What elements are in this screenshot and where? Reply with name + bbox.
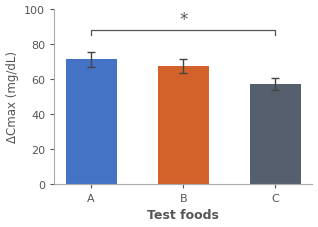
Bar [250, 85, 301, 184]
Y-axis label: ΔCmax (mg/dL): ΔCmax (mg/dL) [5, 51, 18, 143]
Text: *: * [179, 11, 188, 29]
X-axis label: Test foods: Test foods [147, 209, 219, 222]
Bar [158, 67, 209, 184]
Bar [66, 60, 116, 184]
